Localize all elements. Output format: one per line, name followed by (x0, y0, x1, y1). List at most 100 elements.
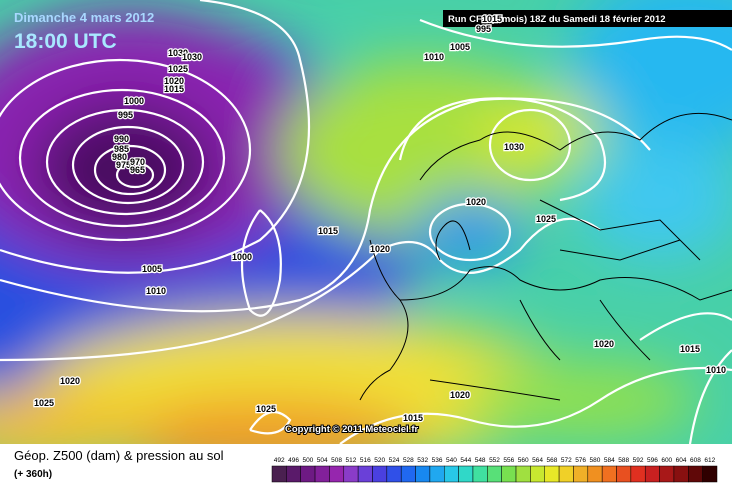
legend-swatch (386, 465, 402, 483)
footer-title: Géop. Z500 (dam) & pression au sol (14, 448, 224, 463)
legend-swatch (314, 465, 330, 483)
isobar-label: 1015 (482, 14, 502, 24)
legend-swatch (444, 465, 459, 483)
isobar-label: 965 (130, 165, 145, 175)
isobar-label: 1020 (164, 76, 184, 86)
isobar-label: 1020 (370, 244, 390, 254)
legend-swatch (601, 465, 617, 483)
legend-swatch (487, 465, 502, 483)
isobar-label: 1015 (164, 84, 184, 94)
legend-swatch (357, 465, 373, 483)
legend-swatch (630, 465, 646, 483)
legend-swatch (616, 465, 632, 483)
legend-swatch (271, 465, 287, 483)
legend-level: 580 (590, 457, 601, 464)
isobar-label: 1025 (256, 404, 276, 414)
legend-level: 524 (389, 457, 400, 464)
run-info: Run CFS (1 mois) 18Z du Samedi 18 févrie… (448, 14, 666, 25)
legend-level: 540 (446, 457, 457, 464)
legend-level: 512 (346, 457, 357, 464)
legend-level: 592 (633, 457, 644, 464)
legend-level: 568 (546, 457, 557, 464)
legend-level: 584 (604, 457, 615, 464)
isobar-label: 1030 (182, 52, 202, 62)
time: 18:00 UTC (14, 30, 117, 53)
legend-swatch (372, 465, 388, 483)
run-box (443, 10, 732, 27)
isobar-label: 1020 (450, 390, 470, 400)
legend-swatch (587, 465, 603, 483)
legend-level: 528 (403, 457, 414, 464)
legend-swatch (544, 465, 560, 483)
legend-swatch (573, 465, 589, 483)
legend-swatch (501, 465, 517, 483)
legend-swatch (673, 465, 689, 483)
isobar-label: 1025 (168, 64, 188, 74)
isobar-label: 1000 (124, 96, 144, 106)
legend-swatch (458, 465, 474, 483)
legend-level: 516 (360, 457, 371, 464)
isobar-label: 1005 (450, 42, 470, 52)
legend-swatch (515, 465, 531, 483)
isobar-label: 1030 (168, 48, 188, 58)
legend-swatch (400, 465, 416, 483)
legend-level: 552 (489, 457, 500, 464)
isobar-label: 985 (114, 144, 129, 154)
legend-level: 560 (518, 457, 529, 464)
legend-swatch (415, 465, 431, 483)
legend-level: 548 (475, 457, 486, 464)
isobar-label: 1020 (594, 339, 614, 349)
date: Dimanche 4 mars 2012 (14, 10, 154, 25)
legend-swatch (329, 465, 345, 483)
legend-level: 572 (561, 457, 572, 464)
isobar-label: 1000 (232, 252, 252, 262)
isobar-label: 975 (116, 160, 131, 170)
legend-level: 604 (676, 457, 687, 464)
legend-level: 600 (661, 457, 672, 464)
legend-level: 504 (317, 457, 328, 464)
isobar-label: 1005 (142, 264, 162, 274)
legend-swatch (530, 465, 545, 483)
legend-swatch (688, 465, 703, 483)
isobar-label: 1015 (318, 226, 338, 236)
legend-level: 536 (432, 457, 443, 464)
isobar-label: 995 (476, 24, 491, 34)
lead-time: (+ 360h) (14, 469, 52, 480)
isobar-label: 980 (112, 152, 127, 162)
legend-swatch (472, 465, 488, 483)
isobars (0, 0, 732, 444)
isobar-label: 1015 (403, 413, 423, 423)
isobar-label: 990 (114, 134, 129, 144)
isobar-label: 1010 (146, 286, 166, 296)
legend-level: 544 (460, 457, 471, 464)
legend-swatch (644, 465, 660, 483)
coastlines (359, 112, 732, 401)
legend-level: 608 (690, 457, 701, 464)
legend-level: 596 (647, 457, 658, 464)
legend-level: 588 (618, 457, 629, 464)
legend-level: 496 (288, 457, 299, 464)
legend-level: 564 (532, 457, 543, 464)
isobar-label: 995 (118, 110, 133, 120)
legend-swatch (659, 465, 675, 483)
copyright: Copyright © 2011 Meteociel.fr (285, 424, 418, 435)
legend-level: 492 (274, 457, 285, 464)
legend-swatch (300, 465, 316, 483)
isobar-label: 1015 (680, 344, 700, 354)
isobar-label: 1030 (504, 142, 524, 152)
legend-swatch (343, 465, 359, 483)
legend-swatch (429, 465, 445, 483)
legend-level: 612 (704, 457, 715, 464)
legend-level: 508 (331, 457, 342, 464)
legend-level: 520 (374, 457, 385, 464)
legend-swatch (286, 465, 301, 483)
legend-level: 576 (575, 457, 586, 464)
isobar-label: 1020 (60, 376, 80, 386)
isobar-label: 1010 (424, 52, 444, 62)
isobar-label: 1025 (34, 398, 54, 408)
isobar-label: 1025 (536, 214, 556, 224)
legend-swatch (702, 465, 718, 483)
isobar-label: 1020 (466, 197, 486, 207)
legend-level: 556 (503, 457, 514, 464)
